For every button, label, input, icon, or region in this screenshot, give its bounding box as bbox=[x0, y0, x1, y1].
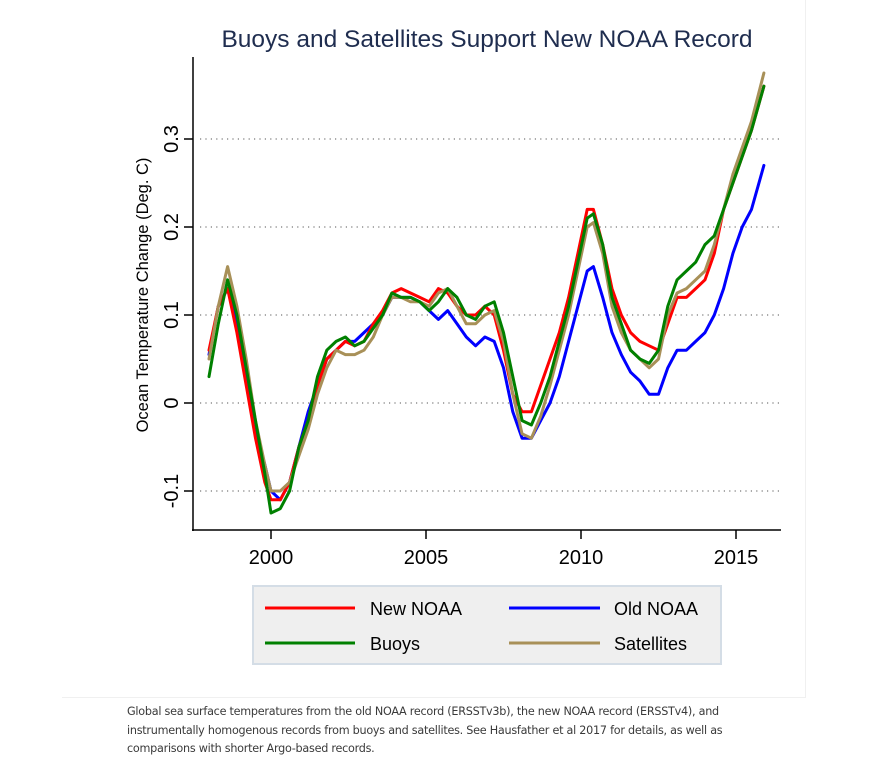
series-line-buoys bbox=[207, 84, 766, 515]
x-tick-label: 2005 bbox=[404, 547, 449, 569]
legend-label-satellites: Satellites bbox=[614, 634, 687, 654]
gridlines bbox=[200, 138, 780, 492]
figure-frame: Buoys and Satellites Support New NOAA Re… bbox=[62, 0, 806, 698]
x-tick-label: 2010 bbox=[559, 547, 604, 569]
series-line-new-noaa bbox=[207, 84, 766, 502]
legend-label-new-noaa: New NOAA bbox=[370, 599, 462, 619]
y-tick-label: -0.1 bbox=[161, 474, 183, 508]
line-chart: Buoys and Satellites Support New NOAA Re… bbox=[134, 26, 781, 665]
legend-box bbox=[252, 585, 722, 665]
y-tick-label: 0.3 bbox=[161, 125, 183, 153]
x-tick-label: 2015 bbox=[714, 547, 759, 569]
y-tick-label: 0.2 bbox=[161, 213, 183, 241]
axes bbox=[192, 57, 781, 531]
legend-label-buoys: Buoys bbox=[370, 634, 420, 654]
legend: New NOAA Old NOAA Buoys Satellites bbox=[252, 585, 722, 665]
series-line-old-noaa bbox=[207, 163, 766, 502]
x-tick-label: 2000 bbox=[249, 547, 294, 569]
y-tick-label: 0 bbox=[161, 397, 183, 408]
y-ticks: -0.1 0 0.1 0.2 0.3 bbox=[161, 125, 193, 508]
y-axis-label: Ocean Temperature Change (Deg. C) bbox=[134, 158, 152, 433]
series-lines bbox=[207, 71, 766, 515]
figure-caption: Global sea surface temperatures from the… bbox=[127, 705, 723, 755]
x-ticks: 2000 2005 2010 2015 bbox=[249, 530, 759, 569]
y-tick-label: 0.1 bbox=[161, 301, 183, 329]
series-line-satellites bbox=[207, 71, 766, 493]
chart-title: Buoys and Satellites Support New NOAA Re… bbox=[221, 26, 752, 53]
legend-label-old-noaa: Old NOAA bbox=[614, 599, 698, 619]
